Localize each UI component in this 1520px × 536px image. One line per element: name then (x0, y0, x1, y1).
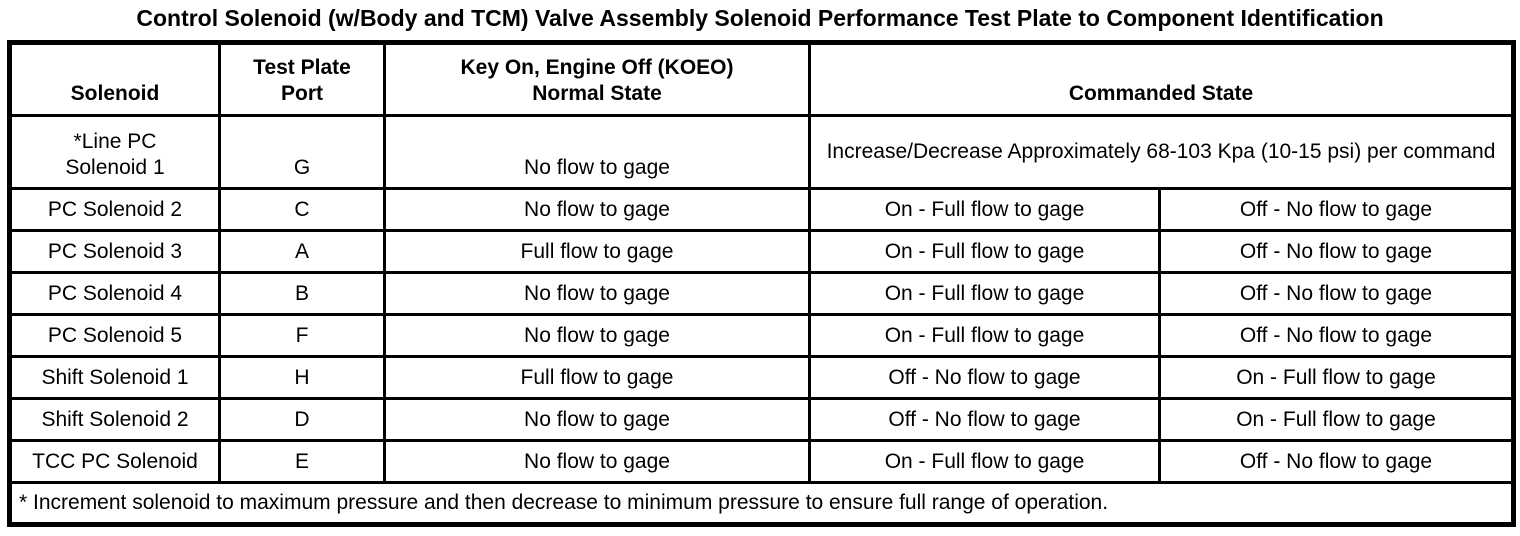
header-test-plate-port: Test Plate Port (218, 41, 386, 117)
cell-solenoid: Shift Solenoid 1 (8, 355, 221, 400)
cell-commanded-on: On - Full flow to gage (808, 229, 1161, 274)
cell-commanded-off: Off - No flow to gage (1158, 271, 1515, 316)
cell-commanded-off: Off - No flow to gage (808, 397, 1161, 442)
cell-normal-state: Full flow to gage (383, 355, 811, 400)
cell-port: E (218, 439, 386, 484)
table-footnote-row: * Increment solenoid to maximum pressure… (8, 481, 1515, 526)
cell-port: G (218, 114, 386, 190)
header-commanded-state: Commanded State (808, 41, 1515, 117)
table-row: *Line PC Solenoid 1 G No flow to gage In… (8, 114, 1515, 190)
cell-normal-state: Full flow to gage (383, 229, 811, 274)
cell-normal-state: No flow to gage (383, 439, 811, 484)
cell-port: A (218, 229, 386, 274)
cell-port: B (218, 271, 386, 316)
header-solenoid: Solenoid (8, 41, 221, 117)
cell-port: C (218, 187, 386, 232)
cell-commanded-off: Off - No flow to gage (1158, 187, 1515, 232)
cell-commanded-off: Off - No flow to gage (808, 355, 1161, 400)
cell-commanded-on: On - Full flow to gage (1158, 397, 1515, 442)
table-row: PC Solenoid 4 B No flow to gage On - Ful… (8, 271, 1515, 316)
cell-normal-state: No flow to gage (383, 114, 811, 190)
cell-solenoid: PC Solenoid 2 (8, 187, 221, 232)
cell-port: D (218, 397, 386, 442)
cell-commanded-on: On - Full flow to gage (1158, 355, 1515, 400)
cell-solenoid: PC Solenoid 4 (8, 271, 221, 316)
table-row: PC Solenoid 2 C No flow to gage On - Ful… (8, 187, 1515, 232)
table-header-row: Solenoid Test Plate Port Key On, Engine … (8, 41, 1515, 117)
footnote: * Increment solenoid to maximum pressure… (8, 481, 1515, 526)
cell-solenoid: PC Solenoid 5 (8, 313, 221, 358)
cell-commanded-on: On - Full flow to gage (808, 271, 1161, 316)
cell-commanded-off: Off - No flow to gage (1158, 313, 1515, 358)
solenoid-performance-table: Solenoid Test Plate Port Key On, Engine … (7, 40, 1516, 527)
cell-commanded-on: On - Full flow to gage (808, 439, 1161, 484)
cell-normal-state: No flow to gage (383, 397, 811, 442)
cell-commanded-full: Increase/Decrease Approximately 68-103 K… (808, 114, 1515, 190)
cell-solenoid: TCC PC Solenoid (8, 439, 221, 484)
cell-normal-state: No flow to gage (383, 313, 811, 358)
cell-solenoid: Shift Solenoid 2 (8, 397, 221, 442)
cell-port: F (218, 313, 386, 358)
cell-commanded-off: Off - No flow to gage (1158, 229, 1515, 274)
table-row: TCC PC Solenoid E No flow to gage On - F… (8, 439, 1515, 484)
cell-normal-state: No flow to gage (383, 271, 811, 316)
cell-commanded-off: Off - No flow to gage (1158, 439, 1515, 484)
table-row: PC Solenoid 5 F No flow to gage On - Ful… (8, 313, 1515, 358)
cell-commanded-on: On - Full flow to gage (808, 313, 1161, 358)
cell-normal-state: No flow to gage (383, 187, 811, 232)
table-row: Shift Solenoid 2 D No flow to gage Off -… (8, 397, 1515, 442)
page-title: Control Solenoid (w/Body and TCM) Valve … (136, 5, 1384, 31)
header-koeo-normal-state: Key On, Engine Off (KOEO) Normal State (383, 41, 811, 117)
table-row: PC Solenoid 3 A Full flow to gage On - F… (8, 229, 1515, 274)
cell-solenoid: *Line PC Solenoid 1 (8, 114, 221, 190)
cell-port: H (218, 355, 386, 400)
cell-solenoid: PC Solenoid 3 (8, 229, 221, 274)
table-row: Shift Solenoid 1 H Full flow to gage Off… (8, 355, 1515, 400)
cell-commanded-on: On - Full flow to gage (808, 187, 1161, 232)
